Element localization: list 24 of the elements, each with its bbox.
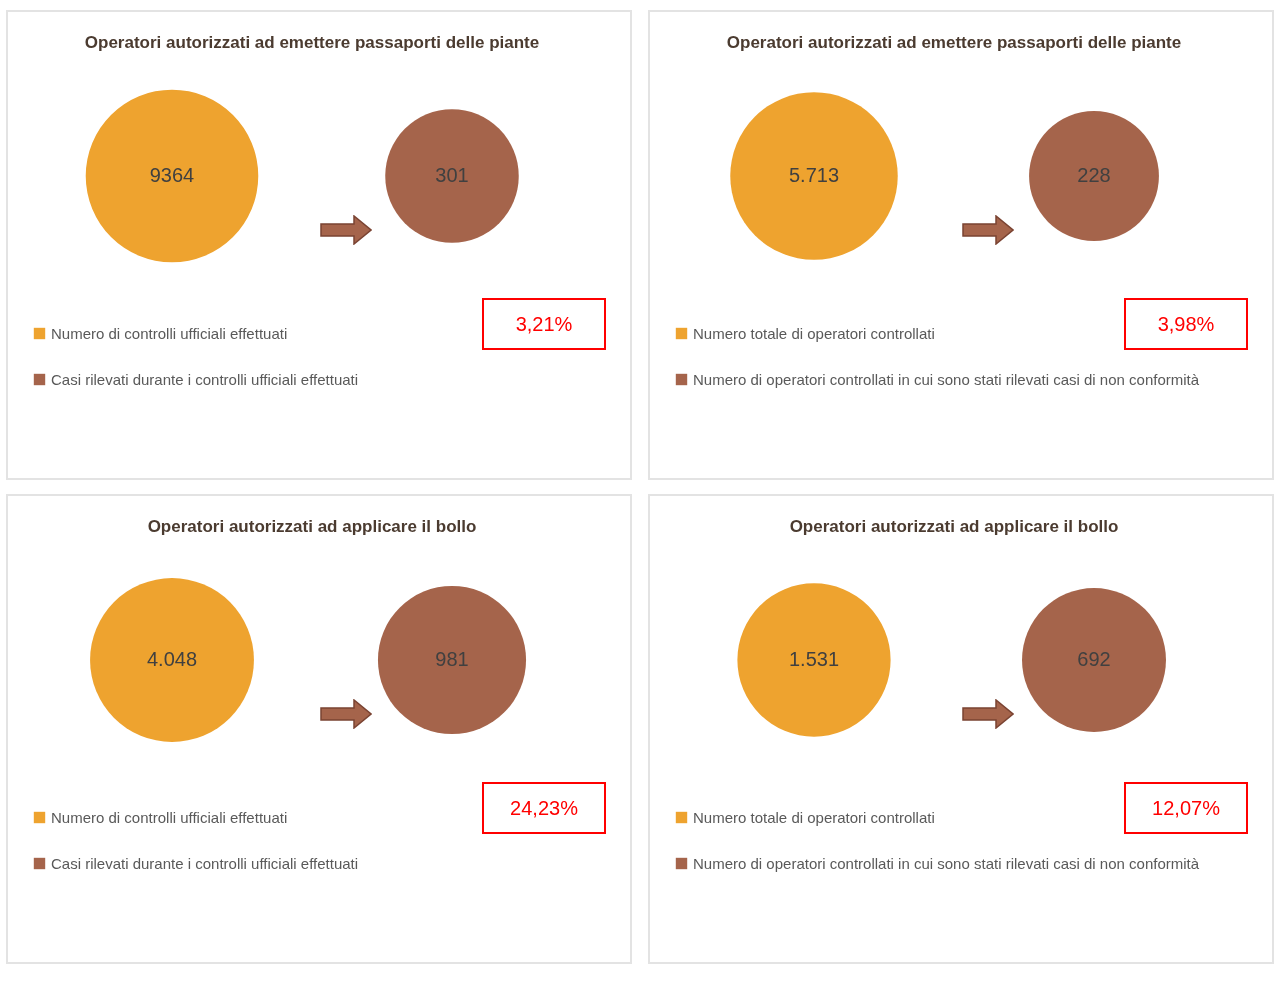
text: Operatori autorizzati ad applicare il bollo [789, 517, 1119, 536]
data-label: 301 [435, 164, 469, 186]
data-label: 4.048 [146, 648, 198, 670]
category-label: Casi rilevati durante i controlli ufficiali effettuati [51, 854, 359, 872]
category-label: Numero totale di operatori controllati [693, 808, 935, 826]
category-label: Numero di controlli ufficiali effettuati [51, 808, 288, 826]
category-label: Numero di operatori controllati in cui sono stati rilevati casi di non conformità [693, 370, 1200, 388]
text-frame: 3,21% [482, 298, 606, 350]
category-label: Numero totale di operatori controllati [693, 324, 935, 342]
category-label: Numero di operatori controllati in cui sono stati rilevati casi di non conformità [693, 854, 1200, 872]
text-frame: 12,07% [1124, 782, 1248, 834]
data-label: 692 [1077, 648, 1111, 670]
text: Operatori autorizzati ad emettere passaporti delle piante [84, 33, 540, 52]
text: Operatori autorizzati ad emettere passaporti delle piante [726, 33, 1182, 52]
category-label: Casi rilevati durante i controlli ufficiali effettuati [51, 370, 359, 388]
data-label: 1.531 [788, 648, 840, 670]
data-label: 981 [435, 648, 469, 670]
text-frame: 24,23% [482, 782, 606, 834]
category-label: Numero di controlli ufficiali effettuati [51, 324, 288, 342]
text: Operatori autorizzati ad applicare il bollo [147, 517, 477, 536]
data-label: 5.713 [788, 164, 840, 186]
data-label: 9364 [149, 164, 195, 186]
data-label: 228 [1077, 164, 1111, 186]
text-frame: 3,98% [1124, 298, 1248, 350]
